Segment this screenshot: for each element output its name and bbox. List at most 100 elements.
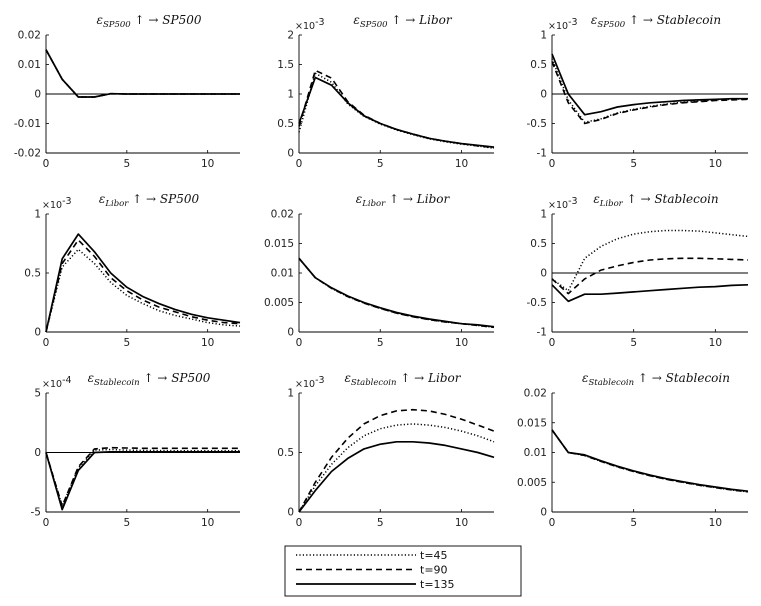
title-epsilon: ε — [582, 371, 588, 385]
title-target: Libor — [418, 13, 453, 27]
series-line-t135 — [45, 49, 240, 98]
x-tick-label: 0 — [43, 158, 50, 170]
y-tick-label: 1.5 — [277, 59, 294, 71]
title-arrow: ↑ → — [634, 371, 666, 385]
title-arrow: ↑ → — [128, 192, 160, 206]
x-tick-label: 10 — [201, 337, 214, 349]
x-tick-label: 0 — [296, 337, 303, 349]
y-tick-label: 0.01 — [18, 59, 41, 71]
x-tick-label: 5 — [377, 517, 384, 529]
y-tick-label: 0.01 — [271, 268, 294, 280]
title-target: Stablecoin — [654, 192, 718, 206]
series-line-t90 — [298, 257, 495, 329]
title-shock: Libor — [361, 199, 386, 209]
legend-box — [284, 545, 522, 597]
series-line-t135 — [298, 257, 495, 328]
x-tick-label: 10 — [455, 337, 468, 349]
title-shock: Libor — [104, 199, 129, 209]
y-tick-label: 0 — [540, 89, 547, 101]
y-tick-label: 0 — [287, 507, 294, 519]
legend-label: t=90 — [420, 564, 448, 577]
series-line-t45 — [45, 49, 240, 98]
x-tick-label: 5 — [123, 517, 130, 529]
scale-exp: -3 — [62, 196, 71, 207]
panel-title: εStablecoin ↑ → Libor — [344, 371, 461, 388]
scale-base: ×10 — [295, 21, 315, 32]
y-tick-label: 0 — [34, 327, 41, 339]
y-tick-label: 0.5 — [277, 118, 294, 130]
y-tick-label: -1 — [537, 327, 547, 339]
title-shock: SP500 — [360, 20, 388, 30]
x-tick-label: 5 — [123, 337, 130, 349]
panel-2: 2 1.5 1 0.5 00 5 10 ×10-3 εSP500 ↑ → Libor — [277, 13, 495, 170]
title-epsilon: ε — [593, 192, 599, 206]
scale-base: ×10 — [42, 200, 62, 211]
title-target: Libor — [427, 371, 462, 385]
title-target: SP500 — [162, 13, 202, 27]
title-shock: SP500 — [103, 20, 131, 30]
scale-exponent: ×10-4 — [42, 375, 72, 390]
scale-exp: -4 — [62, 375, 71, 386]
x-tick-label: 5 — [630, 158, 637, 170]
x-tick-label: 10 — [201, 158, 214, 170]
title-target: SP500 — [160, 192, 200, 206]
series-line-t135 — [45, 451, 240, 511]
y-tick-label: 0.5 — [277, 447, 294, 459]
series-line-t90 — [45, 49, 240, 98]
title-epsilon: ε — [353, 13, 359, 27]
title-shock: Stablecoin — [351, 378, 397, 388]
series-line-t45 — [45, 248, 241, 333]
scale-exponent: ×10-3 — [548, 196, 578, 211]
title-target: Stablecoin — [657, 13, 721, 27]
y-tick-label: 0.015 — [264, 238, 294, 250]
title-target: Stablecoin — [666, 371, 730, 385]
scale-exp: -3 — [315, 375, 324, 386]
x-tick-label: 0 — [296, 158, 303, 170]
y-tick-label: 1 — [287, 388, 294, 400]
series-line-t45 — [551, 58, 749, 124]
y-tick-label: 1 — [34, 209, 41, 221]
x-tick-label: 5 — [377, 337, 384, 349]
x-tick-label: 10 — [201, 517, 214, 529]
panel-title: εStablecoin ↑ → Stablecoin — [582, 371, 730, 388]
scale-exponent: ×10-3 — [548, 17, 578, 32]
x-tick-label: 10 — [455, 158, 468, 170]
y-tick-label: 0 — [34, 89, 41, 101]
panel-7: 50-50 5 10×10-4 εStablecoin ↑ → SP500 — [31, 371, 240, 529]
scale-exponent: ×10-3 — [42, 196, 72, 211]
title-shock: Libor — [599, 199, 624, 209]
series-line-t90 — [551, 257, 749, 295]
title-arrow: ↑ → — [388, 13, 420, 27]
panel-title: εSP500 ↑ → Libor — [353, 13, 453, 30]
series-line-t135 — [298, 76, 495, 148]
x-tick-label: 5 — [123, 158, 130, 170]
series-line-t90 — [298, 408, 495, 513]
y-tick-label: 0.02 — [18, 30, 41, 42]
title-epsilon: ε — [97, 13, 103, 27]
legend-label: t=135 — [420, 578, 455, 591]
y-tick-label: -5 — [31, 507, 41, 519]
y-tick-label: 0.5 — [530, 238, 547, 250]
y-tick-label: 0.5 — [24, 268, 41, 280]
x-tick-label: 0 — [43, 517, 50, 529]
scale-exponent: ×10-3 — [295, 17, 325, 32]
panel-title: εLibor ↑ → Stablecoin — [593, 192, 718, 209]
x-tick-label: 0 — [549, 337, 556, 349]
panel-title: εLibor ↑ → Libor — [356, 192, 451, 209]
y-tick-label: 0 — [287, 327, 294, 339]
panel-title: εSP500 ↑ → SP500 — [97, 13, 202, 30]
panel-8: 1 0.5 00 5 10 ×10-3 εStablecoin ↑ → Libor — [277, 371, 495, 529]
y-tick-label: 0.02 — [271, 209, 294, 221]
series-line-t90 — [551, 429, 749, 493]
y-tick-label: 0 — [540, 268, 547, 280]
y-tick-label: -1 — [537, 148, 547, 160]
scale-exp: -3 — [315, 17, 324, 28]
series-line-t135 — [551, 283, 749, 303]
series-line-t45 — [298, 423, 495, 513]
y-tick-label: 2 — [287, 30, 294, 42]
panel-6: 10.50-0.5-10 5 10×10-3 εLibor ↑ → Stablecoi… — [527, 192, 749, 349]
y-tick-label: 0 — [287, 148, 294, 160]
scale-exponent: ×10-3 — [295, 375, 325, 390]
y-tick-label: 0.005 — [517, 477, 547, 489]
y-tick-label: -0.5 — [527, 297, 548, 309]
